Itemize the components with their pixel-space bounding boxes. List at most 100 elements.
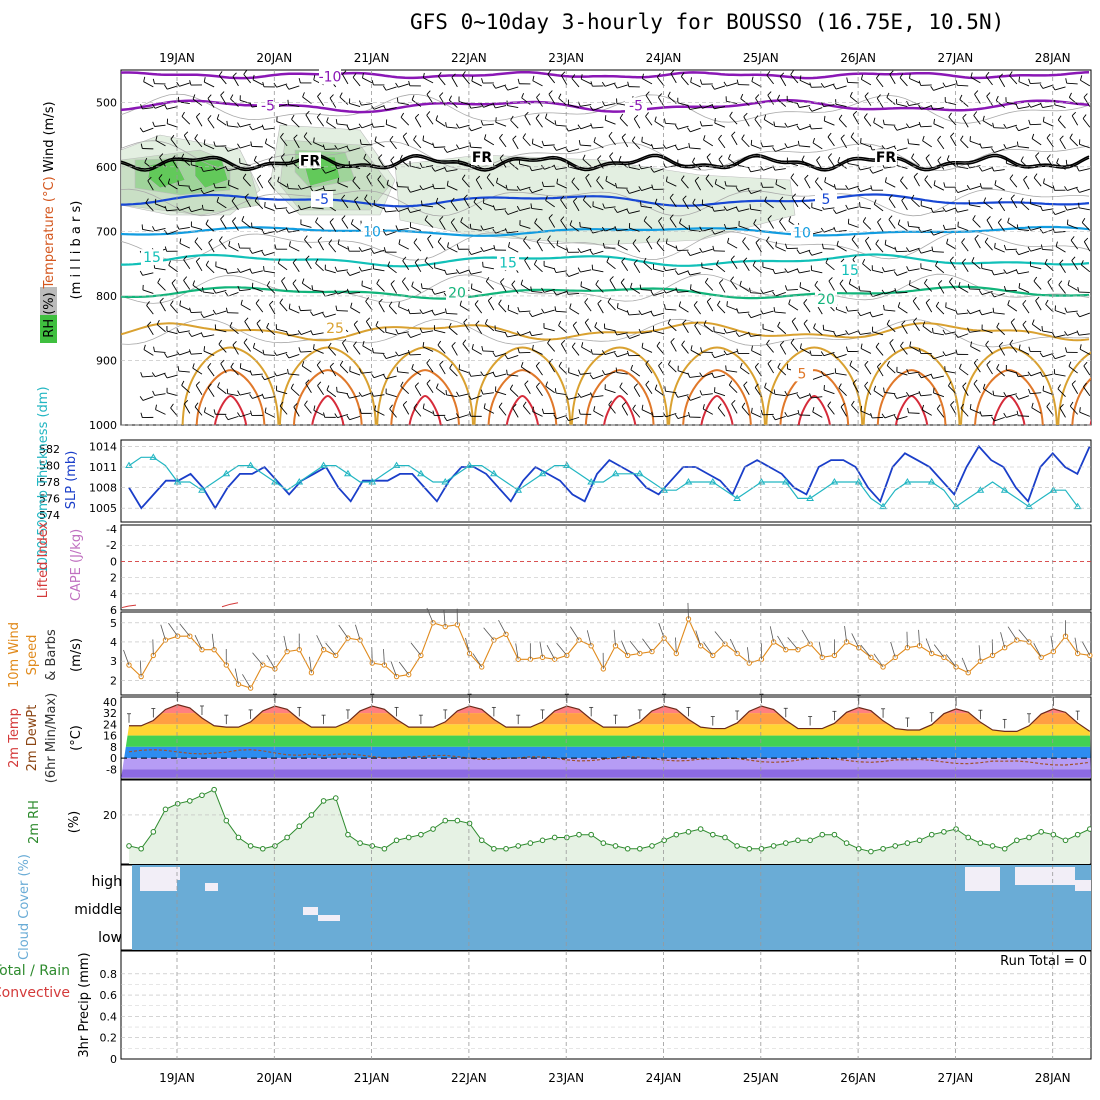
wind-barb-flag xyxy=(414,113,420,119)
wind-barb xyxy=(945,228,957,231)
wind-barb xyxy=(996,368,1006,377)
wind-barb-flag xyxy=(585,173,590,178)
wind-barb xyxy=(547,74,556,84)
wind-barb xyxy=(1042,248,1054,251)
thickness-marker xyxy=(246,461,255,469)
wind-barb-flag xyxy=(986,92,991,97)
wind-barb-flag xyxy=(1067,280,1070,286)
wind-barb xyxy=(486,177,495,187)
wind-barb xyxy=(179,305,190,311)
wind-barb-flag xyxy=(812,137,816,144)
rh2m-point xyxy=(868,848,874,855)
wind-barb xyxy=(654,389,665,397)
wind-barb-flag xyxy=(665,176,668,182)
wind-barb-flag xyxy=(396,366,399,372)
wind-barb-flag xyxy=(690,77,692,83)
wind-barb-flag xyxy=(179,300,182,306)
wind-barb-flag xyxy=(614,208,618,213)
wind-barb xyxy=(616,332,628,336)
rh2m-point xyxy=(162,806,169,813)
wind10m-barb xyxy=(729,638,738,654)
wind-barb xyxy=(240,412,251,418)
wind-barb-flag xyxy=(845,204,849,210)
wind-barb-flag xyxy=(924,278,928,284)
wind-barb xyxy=(482,123,494,126)
wind-barb xyxy=(924,282,933,292)
wind-barb-flag xyxy=(743,257,748,262)
wind-barb xyxy=(1071,115,1079,126)
wind-barb xyxy=(932,210,944,213)
wind-barb xyxy=(694,180,702,191)
wind-barb xyxy=(838,118,847,128)
dewpoint-line xyxy=(128,749,1090,766)
wind-barb xyxy=(1023,179,1030,190)
diurnal-temp-contour xyxy=(876,369,947,425)
wind-barb xyxy=(252,125,263,131)
wind-barb xyxy=(811,231,823,235)
wind-barb-flag xyxy=(424,215,428,221)
wind-barb xyxy=(860,348,872,354)
wind-barb-flag xyxy=(346,125,350,131)
wind-barb-flag xyxy=(626,334,630,339)
wind-barb xyxy=(580,124,592,130)
wind-barb-flag xyxy=(1018,282,1021,289)
ylabel-cape-text: CAPE (J/kg) xyxy=(69,529,84,601)
wind-barb-flag xyxy=(930,86,934,91)
wind-barb-flag xyxy=(626,350,630,356)
wind-barb xyxy=(219,240,227,250)
wind-barb-flag xyxy=(687,104,691,110)
wind-barb-flag xyxy=(833,353,837,359)
wind-barb-flag xyxy=(524,256,529,261)
wind-barb xyxy=(475,179,483,190)
wind-barb xyxy=(507,105,519,109)
wind-barb-flag xyxy=(814,280,818,286)
wind-barb xyxy=(665,268,677,272)
wind-barb xyxy=(232,221,239,231)
wind-barb xyxy=(901,324,908,334)
wind-barb xyxy=(609,156,616,166)
ylabel-precip-conv: Convective xyxy=(0,985,70,1001)
rh2m-point xyxy=(1050,831,1057,838)
wind-barb xyxy=(1067,186,1078,191)
wind-barb-flag xyxy=(942,329,946,335)
ylabel-wind2-part: Speed xyxy=(25,635,40,676)
ylabel-cape-part: CAPE (J/kg) xyxy=(69,529,84,601)
rh2m-point xyxy=(941,829,947,835)
wind-barb-flag xyxy=(777,321,781,327)
wind-barb xyxy=(325,169,336,174)
ylabel-slp-part: SLP (mb) xyxy=(64,451,79,510)
wind-barb xyxy=(726,350,738,356)
wind-barb xyxy=(434,329,446,334)
wind-barb xyxy=(677,125,689,130)
wind-barb xyxy=(1078,207,1090,211)
thickness-marker xyxy=(344,469,352,477)
wind-barb-flag xyxy=(930,104,934,110)
wind-barb-flag xyxy=(833,184,837,190)
thickness-marker xyxy=(1000,486,1009,493)
wind-barb xyxy=(888,219,896,229)
wind-barb xyxy=(790,342,799,352)
wind-barb xyxy=(932,332,944,336)
wind-barb-flag xyxy=(1071,380,1076,385)
wind-barb xyxy=(957,188,969,193)
wind-barb-flag xyxy=(455,413,460,418)
wind-barb-flag xyxy=(791,193,797,198)
wind-barb-flag xyxy=(462,339,467,344)
wind-barb xyxy=(363,158,373,166)
wind-barb-flag xyxy=(334,266,338,272)
wind-barb xyxy=(389,408,397,418)
wind-barb-flag xyxy=(909,341,912,347)
wind-barb-flag xyxy=(1080,260,1084,266)
wind-barb-flag xyxy=(302,92,305,98)
wind-barb xyxy=(411,368,422,376)
wind-barb-flag xyxy=(996,322,1000,328)
wind-barb xyxy=(958,286,969,293)
wind-barb-flag xyxy=(322,185,326,191)
cloud-fill xyxy=(132,865,1091,950)
wind-barb xyxy=(969,185,981,190)
wind-barb xyxy=(482,266,494,270)
wind-barb-flag xyxy=(886,92,890,98)
wind-barb-flag xyxy=(468,250,472,255)
wind-barb-flag xyxy=(617,239,620,245)
wind-barb xyxy=(969,204,981,208)
